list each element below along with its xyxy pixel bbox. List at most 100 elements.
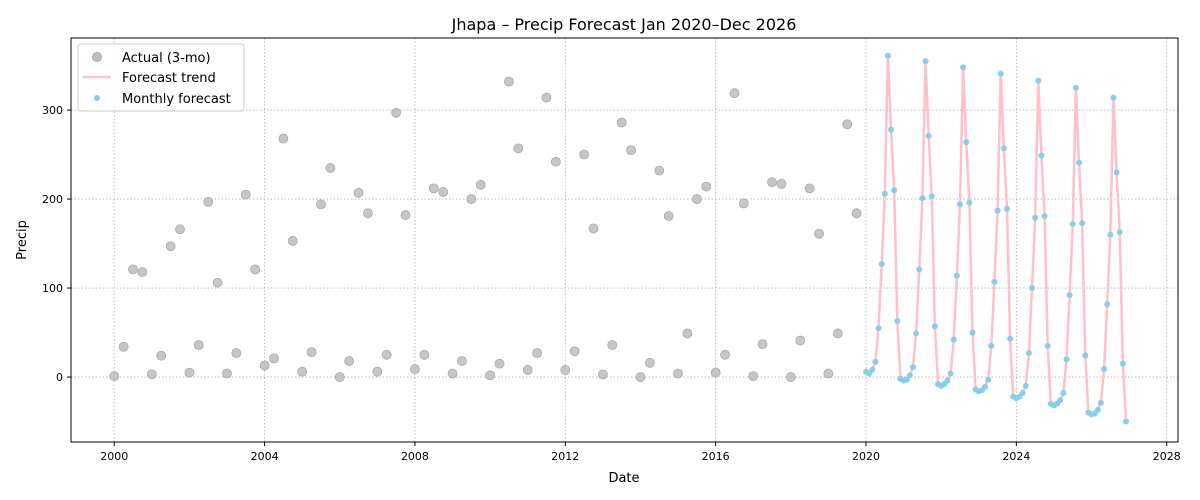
actual-point	[381, 349, 392, 360]
actual-point	[842, 119, 853, 130]
forecast-point	[1123, 418, 1130, 425]
actual-point	[156, 350, 167, 361]
axis-ticks: 2000 2004 2008 2012 2016 2020 2024 2028 0 100 200 3…	[42, 104, 1181, 463]
legend-label-trend: Forecast trend	[122, 71, 216, 86]
forecast-point	[1097, 399, 1104, 406]
actual-point	[673, 368, 683, 379]
forecast-point	[1019, 390, 1026, 397]
actual-point	[184, 367, 195, 378]
forecast-point	[872, 358, 879, 365]
actual-point	[532, 348, 543, 358]
forecast-point	[1104, 301, 1111, 308]
forecast-point	[1063, 356, 1070, 363]
forecast-point	[1066, 292, 1073, 299]
forecast-point	[1025, 350, 1032, 357]
forecast-point	[1032, 214, 1039, 221]
actual-point	[363, 208, 373, 219]
actual-point	[316, 199, 326, 210]
actual-point	[776, 179, 787, 189]
actual-point	[738, 198, 749, 209]
x-tick-label: 2008	[401, 450, 429, 463]
forecast-point	[1116, 228, 1123, 235]
actual-point	[635, 372, 646, 382]
x-tick-label: 2020	[852, 450, 880, 463]
forecast-point	[1101, 366, 1108, 373]
forecast-point	[994, 207, 1001, 214]
actual-point	[729, 88, 740, 99]
forecast-point	[1029, 285, 1036, 292]
actual-point	[710, 367, 721, 378]
actual-point	[823, 368, 834, 379]
forecast-point	[1113, 169, 1120, 176]
forecast-point	[1110, 94, 1117, 101]
actual-point	[269, 353, 279, 364]
actual-point	[767, 177, 777, 188]
actual-point	[832, 328, 843, 339]
actual-point	[118, 341, 129, 352]
legend-box	[77, 43, 245, 112]
actual-point	[560, 365, 571, 375]
legend-forecast-marker	[94, 95, 100, 101]
forecast-point	[1094, 406, 1101, 413]
forecast-point	[988, 342, 995, 349]
forecast-point	[944, 377, 951, 384]
actual-point	[259, 360, 270, 371]
forecast-point	[982, 383, 989, 390]
actual-point	[428, 183, 439, 194]
y-axis-label: Precip	[15, 220, 30, 260]
forecast-point	[909, 364, 916, 371]
actual-point	[682, 328, 693, 339]
chart-title: Jhapa – Precip Forecast Jan 2020–Dec 202…	[451, 15, 797, 34]
forecast-point	[891, 187, 898, 194]
actual-point	[306, 347, 317, 358]
actual-point	[344, 356, 355, 366]
actual-point	[541, 92, 552, 103]
forecast-point	[922, 58, 929, 65]
forecast-point	[1038, 152, 1045, 159]
forecast-point	[1082, 352, 1089, 359]
forecast-point	[1035, 77, 1042, 84]
legend-actual-marker	[92, 52, 102, 62]
actual-point	[212, 277, 223, 288]
y-tick-label: 0	[56, 371, 63, 384]
forecast-point	[1022, 382, 1029, 389]
actual-point	[128, 264, 138, 275]
forecast-point	[869, 366, 876, 373]
actual-point	[278, 133, 289, 144]
actual-point	[588, 223, 599, 234]
legend: Actual (3-mo) Forecast trend Monthly for…	[77, 43, 245, 112]
actual-point	[644, 357, 655, 368]
forecast-point	[997, 70, 1004, 77]
actual-point	[372, 366, 383, 377]
actual-point	[175, 224, 185, 235]
forecast-point	[956, 201, 963, 208]
actual-point	[391, 107, 402, 118]
forecast-point	[875, 325, 882, 332]
actual-point	[137, 267, 148, 277]
forecast-point	[947, 370, 954, 377]
actual-point	[494, 358, 505, 369]
x-axis-label: Date	[608, 471, 639, 486]
actual-point	[569, 346, 580, 357]
forecast-point	[960, 64, 967, 71]
actual-point	[325, 163, 336, 173]
legend-label-actual: Actual (3-mo)	[122, 51, 211, 66]
forecast-point	[985, 376, 992, 383]
forecast-point	[1000, 145, 1007, 152]
forecast-point	[1003, 205, 1010, 212]
forecast-point	[919, 195, 926, 202]
forecast-point	[903, 376, 910, 383]
actual-point	[504, 76, 514, 87]
actual-point	[438, 187, 449, 197]
forecast-point	[878, 261, 885, 268]
actual-point	[250, 264, 261, 275]
actual-point	[579, 149, 589, 160]
forecast-point	[969, 329, 976, 336]
monthly-forecast-series	[863, 52, 1130, 425]
actual-point	[785, 372, 796, 382]
forecast-point	[928, 193, 935, 200]
forecast-point	[1119, 360, 1126, 367]
actual-point	[240, 189, 251, 200]
actual-point	[663, 211, 674, 221]
